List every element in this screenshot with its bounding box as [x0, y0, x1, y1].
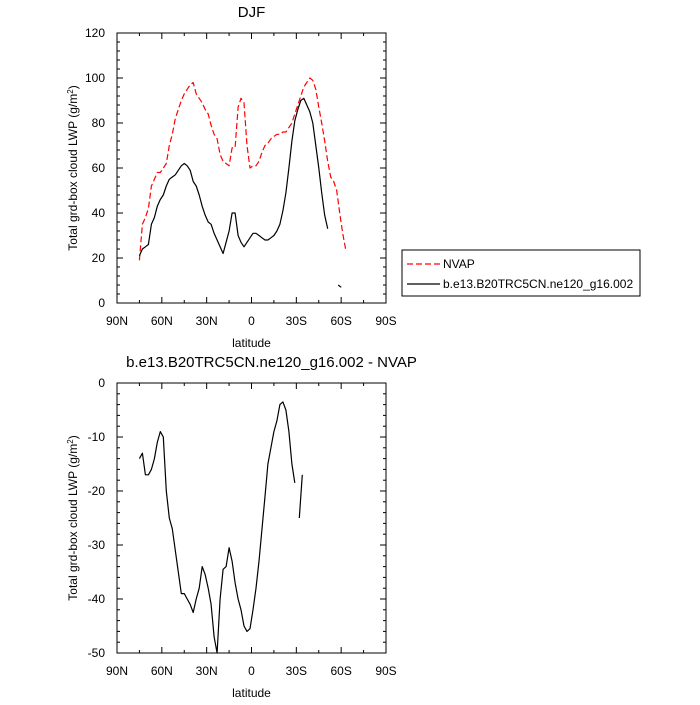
x-tick-label: 90N — [106, 314, 128, 328]
x-axis-label: latitude — [232, 686, 271, 700]
x-tick-label: 60N — [151, 664, 173, 678]
x-tick-label: 30N — [196, 664, 218, 678]
series-line-0 — [138, 77, 347, 261]
y-tick-label: 60 — [92, 161, 106, 175]
y-tick-label: -50 — [88, 646, 106, 660]
legend: NVAP b.e13.B20TRC5CN.ne120_g16.002 — [401, 249, 641, 297]
x-axis-label: latitude — [232, 336, 271, 350]
y-tick-label: 20 — [92, 251, 106, 265]
x-tick-label: 60N — [151, 314, 173, 328]
y-tick-label: 0 — [98, 296, 105, 310]
series-line-0 — [298, 474, 303, 519]
legend-box — [401, 249, 641, 297]
series-line-1 — [337, 284, 342, 288]
x-tick-label: 90N — [106, 664, 128, 678]
top-panel: 90N 60N 30N 0 30S 60S 90S 0 20 40 60 80 100 120 DJF lat… — [66, 4, 397, 350]
x-tick-label: 30S — [286, 664, 307, 678]
chart-title: b.e13.B20TRC5CN.ne120_g16.002 - NVAP — [126, 354, 417, 371]
x-tick-label: 90S — [375, 664, 396, 678]
y-tick-label: -20 — [88, 484, 106, 498]
series-line-0 — [138, 401, 296, 654]
y-tick-label: -40 — [88, 592, 106, 606]
legend-entry: b.e13.B20TRC5CN.ne120_g16.002 — [443, 277, 633, 291]
y-tick-label: 40 — [92, 206, 106, 220]
y-tick-label: 120 — [85, 26, 105, 40]
y-tick-label: -30 — [88, 538, 106, 552]
plot-frame — [116, 32, 387, 304]
x-tick-label: 0 — [248, 664, 255, 678]
y-tick-label: -10 — [88, 430, 106, 444]
plot-frame — [116, 382, 387, 654]
x-tick-label: 60S — [330, 314, 351, 328]
series-line-1 — [138, 97, 329, 257]
bottom-panel: 90N 60N 30N 0 30S 60S 90S -50 -40 -30 -20 -10 0 b.e13… — [66, 354, 417, 700]
x-tick-label: 90S — [375, 314, 396, 328]
chart-title: DJF — [238, 4, 266, 21]
y-tick-label: 0 — [98, 376, 105, 390]
y-axis-label: Total grd-box cloud LWP (g/m2) — [66, 85, 81, 250]
x-tick-label: 30S — [286, 314, 307, 328]
y-tick-label: 80 — [92, 116, 106, 130]
x-tick-label: 30N — [196, 314, 218, 328]
legend-entry: NVAP — [443, 257, 475, 271]
y-tick-label: 100 — [85, 71, 105, 85]
x-tick-label: 0 — [248, 314, 255, 328]
y-axis-label: Total grd-box cloud LWP (g/m2) — [66, 435, 81, 600]
x-tick-label: 60S — [330, 664, 351, 678]
